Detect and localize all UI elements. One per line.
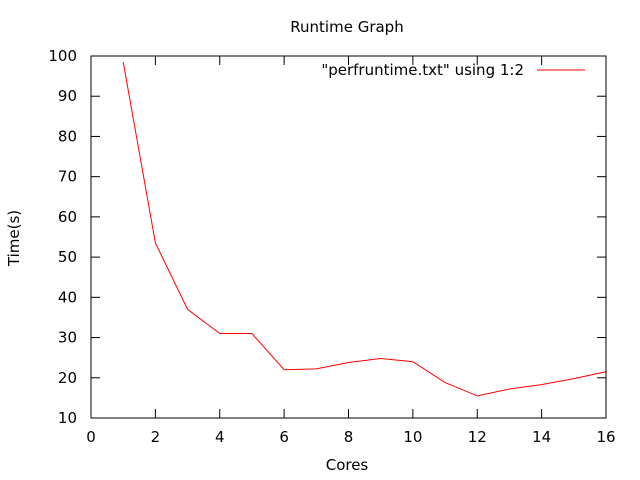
plot-frame — [90, 55, 607, 419]
x-tick-label: 14 — [532, 428, 551, 446]
x-tick-label: 8 — [344, 428, 354, 446]
x-tick-label: 12 — [468, 428, 487, 446]
y-tick-label: 10 — [58, 409, 77, 427]
x-tick-label: 0 — [86, 428, 96, 446]
y-axis-label: Time(s) — [5, 210, 23, 267]
y-tick-label: 40 — [58, 288, 77, 306]
series-line — [122, 61, 607, 397]
x-tick-label: 6 — [279, 428, 289, 446]
y-tick-label: 50 — [58, 248, 77, 266]
plot-series — [122, 61, 607, 397]
y-tick-label: 70 — [58, 168, 77, 186]
y-tick-label: 60 — [58, 208, 77, 226]
legend: "perfruntime.txt" using 1:2 — [321, 61, 585, 79]
y-tick-label: 20 — [58, 369, 77, 387]
x-tick-label: 10 — [403, 428, 422, 446]
y-tick-label: 90 — [58, 87, 77, 105]
y-tick-label: 100 — [48, 47, 77, 65]
x-tick-label: 2 — [151, 428, 161, 446]
legend-label: "perfruntime.txt" using 1:2 — [321, 61, 524, 79]
x-tick-label: 4 — [215, 428, 225, 446]
x-axis-label: Cores — [326, 456, 369, 474]
chart-title: Runtime Graph — [290, 18, 403, 36]
y-tick-label: 80 — [58, 127, 77, 145]
y-tick-label: 30 — [58, 329, 77, 347]
x-tick-label: 16 — [596, 428, 615, 446]
